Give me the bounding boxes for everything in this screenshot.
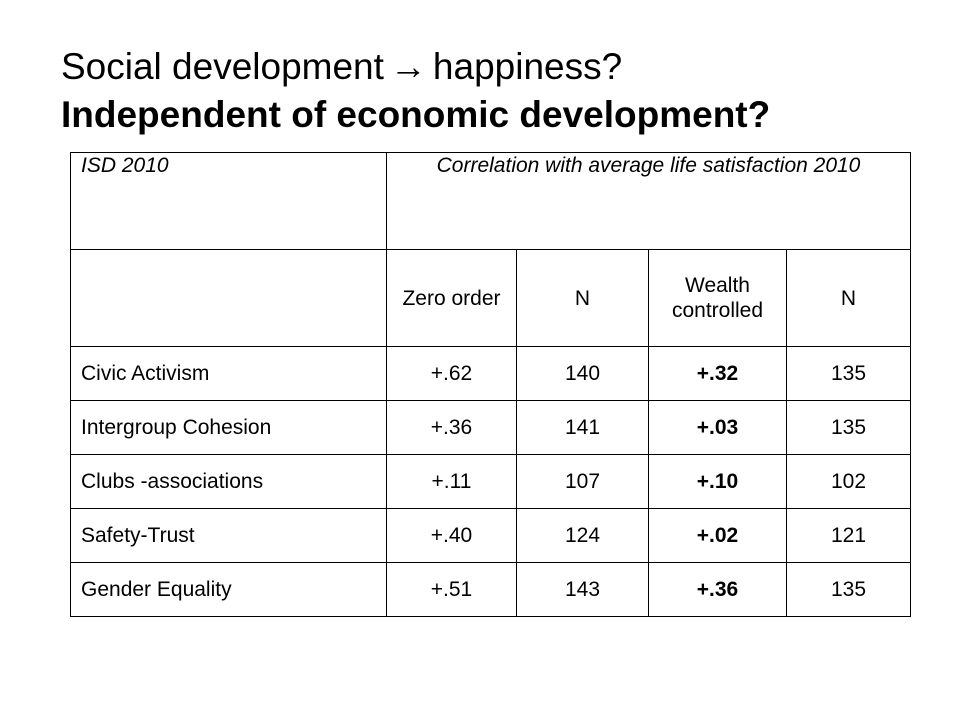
title-line-2: Independent of economic development? [61, 94, 771, 135]
table-row: Safety-Trust +.40 124 +.02 121 [70, 508, 911, 563]
cell-n: 143 [516, 562, 649, 617]
cell-n-2: 135 [786, 346, 911, 401]
slide-title: Social development → happiness? Independen… [61, 43, 770, 139]
title-happiness: happiness? [432, 46, 623, 87]
cell-zero-order: +.11 [386, 454, 517, 509]
header-isd-2010: ISD 2010 [70, 152, 387, 250]
cell-n-2: 121 [786, 508, 911, 563]
row-label: Clubs -associations [70, 454, 387, 509]
correlation-table: ISD 2010 Correlation with average life s… [70, 152, 911, 617]
table-row: Intergroup Cohesion +.36 141 +.03 135 [70, 400, 911, 455]
cell-wealth-controlled: +.10 [648, 454, 787, 509]
cell-n: 141 [516, 400, 649, 455]
row-label: Safety-Trust [70, 508, 387, 563]
title-social-development: Social development [61, 46, 384, 87]
cell-n: 107 [516, 454, 649, 509]
row-label: Intergroup Cohesion [70, 400, 387, 455]
title-line-1: Social development → happiness? [61, 43, 770, 91]
cell-wealth-controlled: +.32 [648, 346, 787, 401]
subheader-zero-order: Zero order [386, 249, 517, 347]
table-header-row: ISD 2010 Correlation with average life s… [70, 152, 911, 250]
cell-n-2: 135 [786, 562, 911, 617]
table-subheader-row: Zero order N Wealth controlled N [70, 249, 911, 347]
cell-n: 124 [516, 508, 649, 563]
row-label: Civic Activism [70, 346, 387, 401]
cell-n-2: 102 [786, 454, 911, 509]
subheader-n: N [516, 249, 649, 347]
cell-wealth-controlled: +.02 [648, 508, 787, 563]
row-label: Gender Equality [70, 562, 387, 617]
cell-n: 140 [516, 346, 649, 401]
cell-wealth-controlled: +.36 [648, 562, 787, 617]
cell-zero-order: +.62 [386, 346, 517, 401]
arrow-right-icon: → [389, 46, 427, 87]
table-row: Clubs -associations +.11 107 +.10 102 [70, 454, 911, 509]
table-row: Gender Equality +.51 143 +.36 135 [70, 562, 911, 617]
cell-n-2: 135 [786, 400, 911, 455]
cell-wealth-controlled: +.03 [648, 400, 787, 455]
subheader-blank [70, 249, 387, 347]
subheader-wealth-controlled: Wealth controlled [648, 249, 787, 347]
subheader-n-2: N [786, 249, 911, 347]
cell-zero-order: +.36 [386, 400, 517, 455]
cell-zero-order: +.40 [386, 508, 517, 563]
cell-zero-order: +.51 [386, 562, 517, 617]
header-correlation: Correlation with average life satisfacti… [386, 152, 911, 250]
table-row: Civic Activism +.62 140 +.32 135 [70, 346, 911, 401]
